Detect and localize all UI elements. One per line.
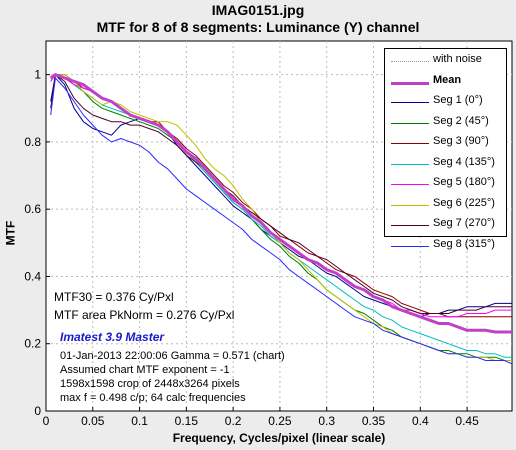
legend-swatch (391, 225, 429, 226)
legend-label: Seg 1 (0°) (433, 94, 483, 106)
legend-label: Seg 2 (45°) (433, 114, 489, 127)
y-tick-label: 0.2 (24, 337, 41, 351)
legend-entry-seg-3-90: Seg 3 (90°) (385, 134, 506, 152)
chart-title: IMAG0151.jpg (211, 2, 305, 18)
y-axis-label: MTF (3, 220, 18, 246)
x-tick-label: 0 (43, 414, 50, 428)
x-tick-label: 0.3 (318, 414, 335, 428)
legend-entry-seg-4-135: Seg 4 (135°) (385, 155, 506, 173)
x-tick-label: 0.15 (175, 414, 199, 428)
y-tick-label: 0.8 (24, 135, 41, 149)
maxf-text: max f = 0.498 c/p; 64 calc frequencies (60, 392, 246, 404)
series-line-seg-7-270 (50, 74, 512, 314)
chart-subtitle: MTF for 8 of 8 segments: Luminance (Y) c… (96, 19, 420, 35)
legend-swatch (391, 184, 429, 185)
x-tick-label: 0.45 (455, 414, 479, 428)
tick-layer: 0 0.05 0.1 0.15 0.2 0.25 0.3 0.35 0.4 0.45 0 0.2 0.4… (24, 68, 479, 428)
x-tick-label: 0.1 (131, 414, 148, 428)
x-tick-label: 0.2 (225, 414, 242, 428)
legend-swatch (391, 102, 429, 103)
legend-swatch (391, 81, 429, 85)
legend-entry-seg-2-45: Seg 2 (45°) (385, 114, 506, 132)
legend-swatch (391, 122, 429, 124)
legend-swatch (391, 204, 429, 206)
exponent-text: Assumed chart MTF exponent = -1 (60, 364, 230, 376)
x-tick-label: 0.25 (268, 414, 292, 428)
legend-entry-mean: Mean (385, 73, 506, 91)
legend-swatch (391, 143, 429, 144)
y-tick-label: 1 (34, 68, 41, 82)
y-tick-label: 0.6 (24, 202, 41, 216)
legend-entry-seg-1-0: Seg 1 (0°) (385, 93, 506, 111)
legend-label-with-noise: with noise (433, 53, 482, 65)
legend-with-noise: with noise (385, 52, 506, 70)
date-gamma-text: 01-Jan-2013 22:00:06 Gamma = 0.571 (char… (60, 350, 285, 362)
crop-text: 1598x1598 crop of 2448x3264 pixels (60, 378, 240, 390)
x-tick-label: 0.4 (412, 414, 429, 428)
legend-label: Seg 4 (135°) (433, 155, 495, 168)
legend-label: Seg 5 (180°) (433, 176, 495, 188)
legend-label: Mean (433, 73, 462, 86)
legend-swatch-with-noise (391, 61, 429, 62)
legend-entry-seg-5-180: Seg 5 (180°) (385, 175, 506, 193)
legend-label: Seg 7 (270°) (433, 217, 495, 229)
series-layer (49, 73, 513, 365)
mtf30-text: MTF30 = 0.376 Cy/Pxl (54, 290, 174, 304)
legend-label: Seg 3 (90°) (433, 135, 489, 147)
legend-label: Seg 8 (315°) (433, 237, 495, 250)
legend: with noise Mean Seg 1 (0°) Seg 2 (45°) Seg … (384, 48, 507, 250)
x-tick-label: 0.05 (81, 414, 105, 428)
y-tick-label: 0 (34, 404, 41, 418)
series-line-mean (49, 73, 512, 334)
legend-swatch (391, 163, 429, 165)
legend-entry-seg-8-315: Seg 8 (315°) (385, 237, 506, 255)
legend-swatch (391, 245, 429, 247)
series-line-seg-8-315 (50, 77, 513, 365)
mtf-area-text: MTF area PkNorm = 0.276 Cy/Pxl (54, 308, 235, 322)
legend-label: Seg 6 (225°) (433, 196, 495, 209)
x-axis-label: Frequency, Cycles/pixel (linear scale) (172, 431, 386, 445)
y-tick-label: 0.4 (24, 269, 41, 283)
legend-entry-seg-7-270: Seg 7 (270°) (385, 216, 506, 234)
legend-entry-seg-6-225: Seg 6 (225°) (385, 196, 506, 214)
imatest-brand: Imatest 3.9 Master (60, 330, 165, 344)
x-tick-label: 0.35 (362, 414, 386, 428)
